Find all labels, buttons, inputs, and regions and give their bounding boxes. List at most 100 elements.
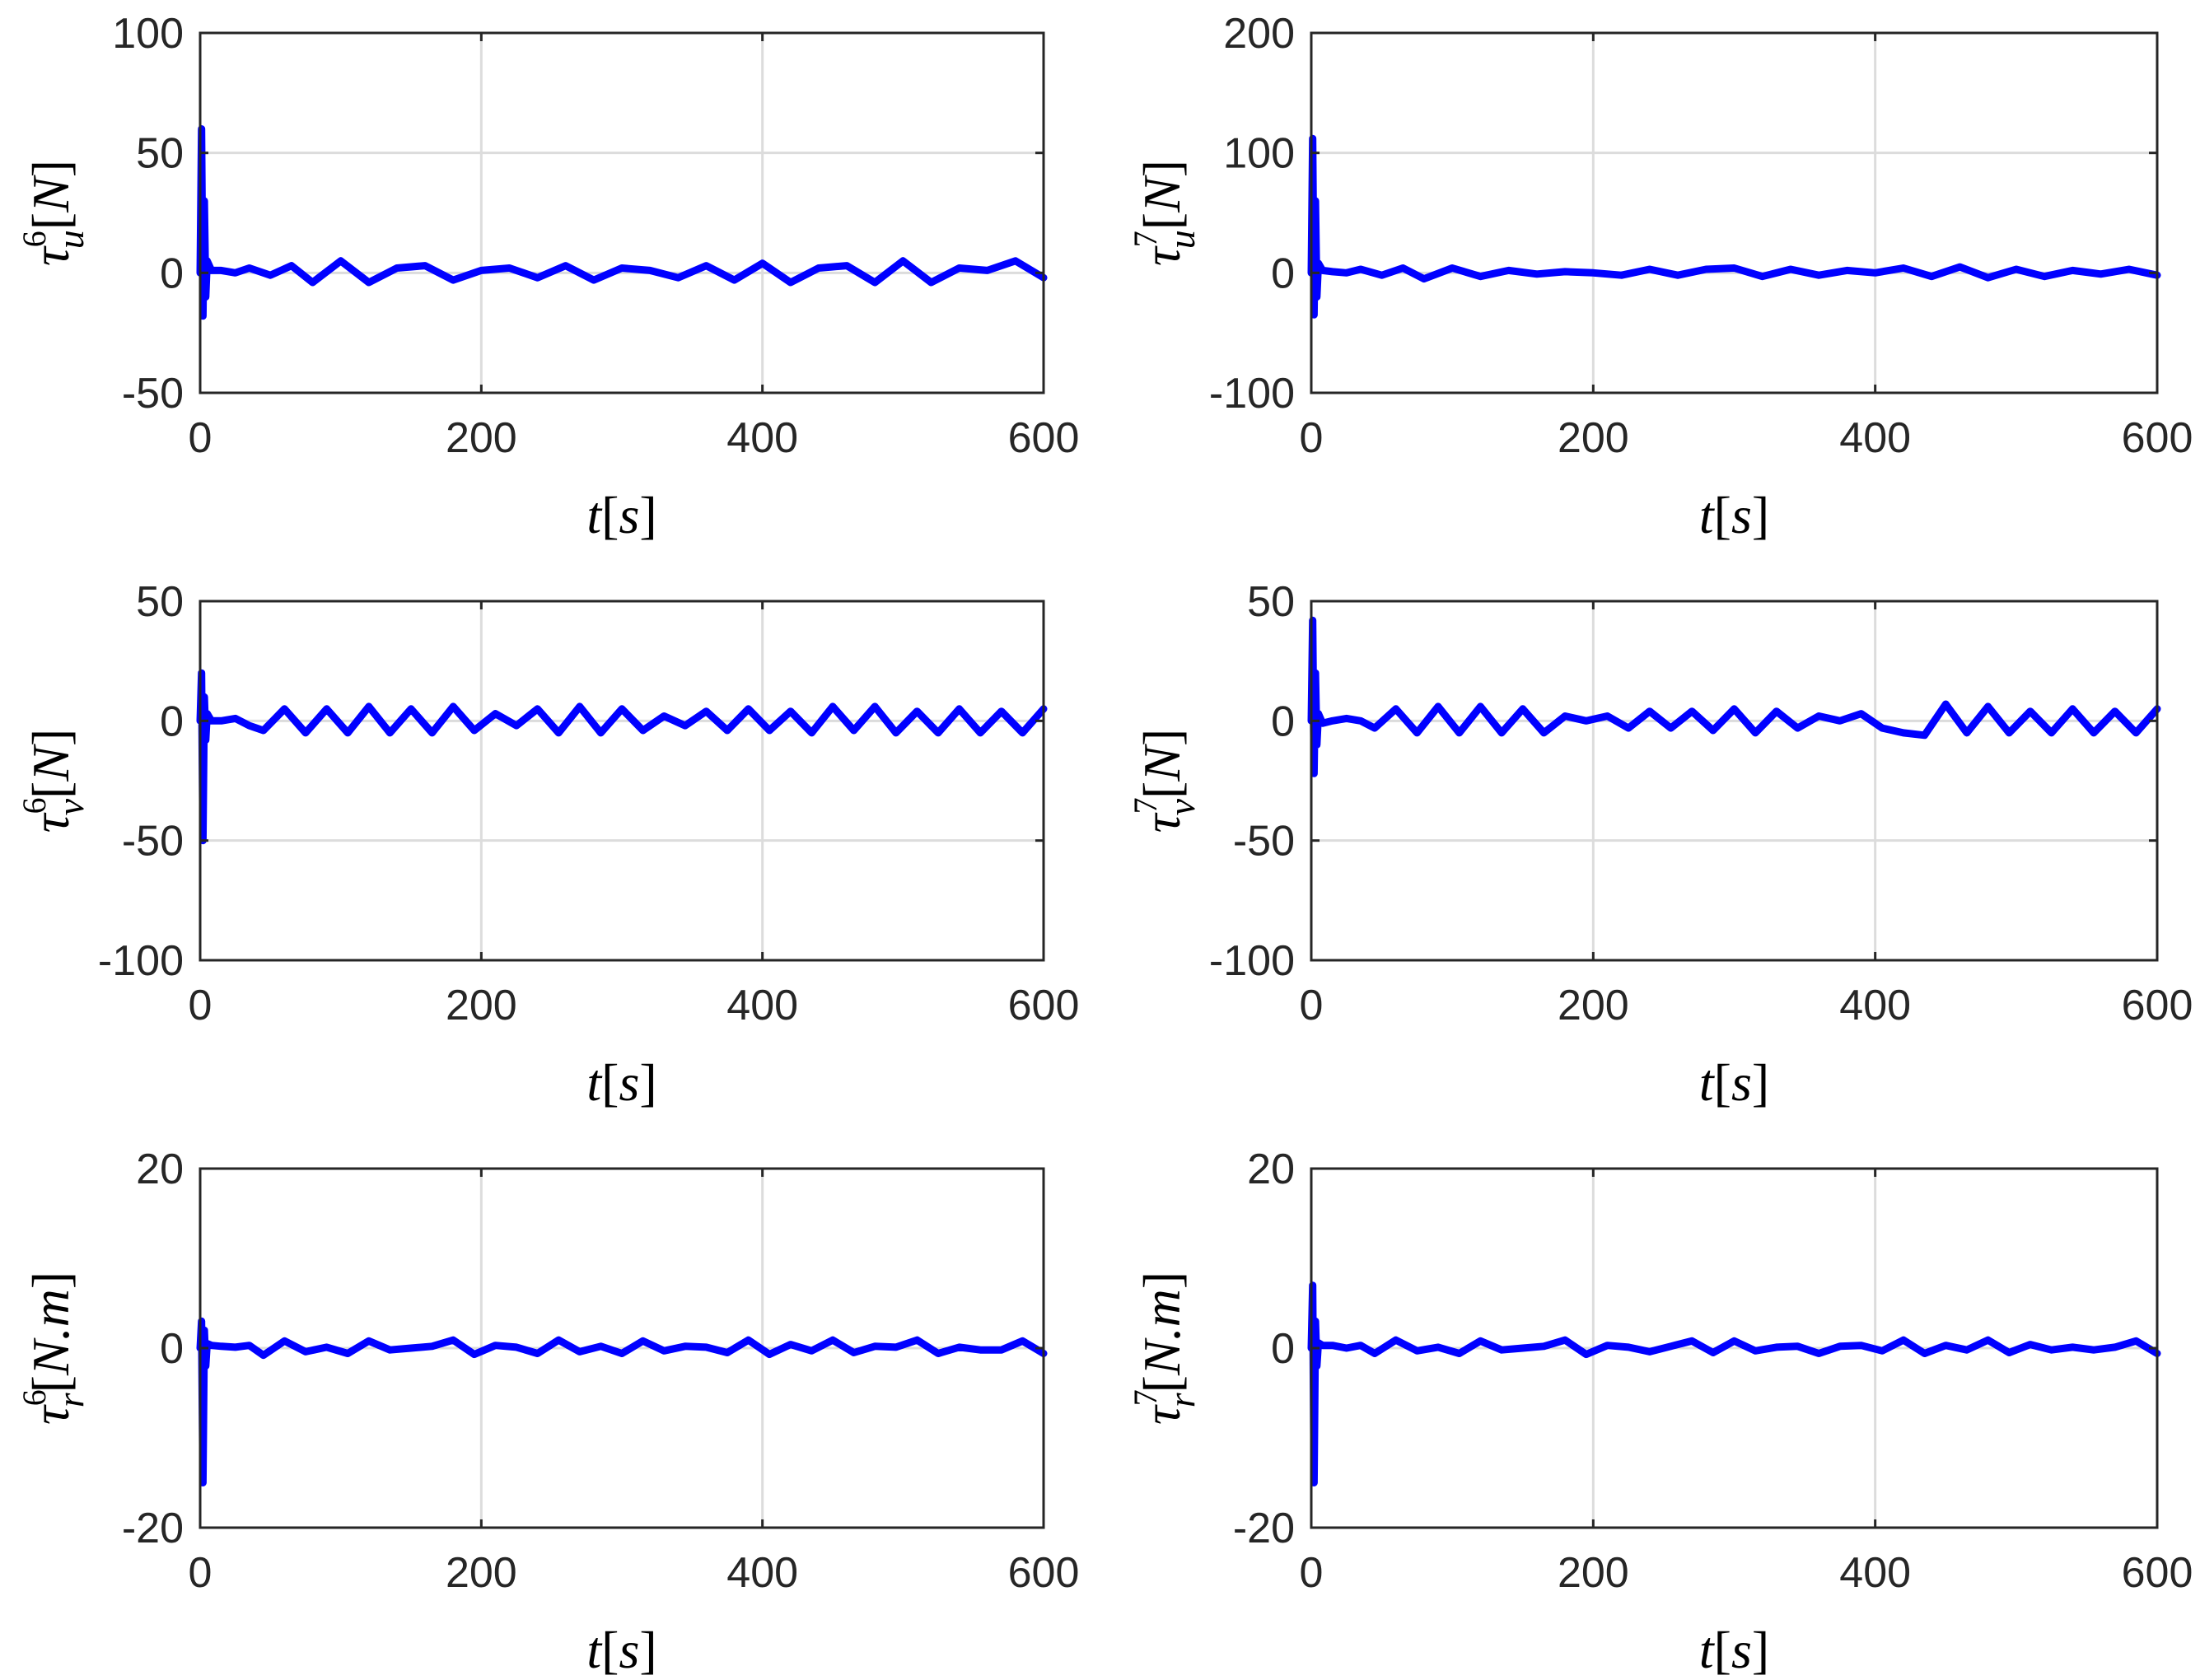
y-label-bracket-close: ]: [21, 1272, 80, 1289]
y-tick-label: 100: [1223, 130, 1295, 178]
y-label-bracket-close: ]: [21, 160, 80, 177]
y-tick-label: -20: [122, 1505, 184, 1552]
x-label-bracket-open: [: [601, 1053, 619, 1112]
y-tick-label: 0: [160, 698, 184, 745]
x-axis-label: t[s]: [586, 486, 656, 544]
y-label-superscript: 7: [1127, 797, 1164, 814]
y-tick-label: -50: [1233, 818, 1295, 866]
x-tick-label: 400: [1839, 1549, 1911, 1597]
y-label-unit: N: [1133, 175, 1191, 213]
x-tick-label: 400: [1839, 982, 1911, 1029]
x-axis-label: t[s]: [586, 1621, 656, 1679]
x-label-bracket-open: [: [601, 486, 619, 544]
y-tick-label: -100: [98, 937, 184, 985]
x-label-bracket-close: ]: [1752, 486, 1769, 544]
x-tick-label: 600: [1008, 414, 1080, 462]
y-label-unit: N: [21, 175, 80, 213]
y-label-subscript: r: [49, 1392, 91, 1407]
x-axis-label: t[s]: [1699, 1053, 1769, 1112]
x-tick-label: 0: [1300, 982, 1324, 1029]
x-label-var: t: [1699, 486, 1716, 544]
y-axis-label: τ7v[N]: [1127, 729, 1203, 833]
x-tick-label: 200: [1558, 414, 1629, 462]
axes-box: [199, 31, 1045, 394]
y-label-subscript: v: [49, 798, 91, 815]
x-label-unit: s: [1731, 1621, 1752, 1679]
y-tick-label: 20: [136, 1146, 184, 1193]
x-tick-label: 400: [726, 982, 798, 1029]
y-label-symbol: τ: [21, 245, 80, 266]
x-label-var: t: [1699, 1053, 1716, 1112]
y-axis-label: τ6u[N]: [16, 160, 91, 266]
series-line: [196, 125, 1048, 320]
y-label-bracket-open: [: [1133, 782, 1191, 799]
x-label-bracket-open: [: [1714, 1053, 1731, 1112]
y-label-subscript: v: [1161, 798, 1203, 815]
y-label-unit: N: [21, 744, 80, 782]
series-line: [1307, 134, 2161, 319]
plot-area: [1311, 33, 2157, 393]
x-label-unit: s: [1731, 1053, 1752, 1112]
y-label-superscript: 6: [16, 797, 53, 814]
y-label-symbol: τ: [21, 1404, 80, 1425]
y-label-subscript: u: [1161, 230, 1203, 249]
x-axis-label: t[s]: [586, 1053, 656, 1112]
x-label-bracket-close: ]: [639, 486, 656, 544]
panel-middle-right: 0 200 400 600 -100 -50 0 50 t[s] τ7v[N]: [1127, 578, 2193, 1112]
x-label-bracket-open: [: [1714, 1621, 1731, 1679]
x-tick-label: 600: [2122, 982, 2193, 1029]
y-axis-label: τ7u[N]: [1127, 160, 1203, 266]
y-tick-label: 0: [1271, 1325, 1295, 1373]
x-label-var: t: [586, 1621, 603, 1679]
x-tick-label: 600: [1008, 982, 1080, 1029]
y-tick-label: 50: [136, 578, 184, 626]
series-line: [1307, 1281, 2161, 1486]
x-axis-label: t[s]: [1699, 1621, 1769, 1679]
y-tick-label: 20: [1247, 1146, 1295, 1193]
plot-area: [200, 601, 1044, 960]
x-tick-label: 200: [1558, 982, 1629, 1029]
x-label-var: t: [1699, 1621, 1716, 1679]
y-tick-label: 0: [1271, 250, 1295, 297]
y-label-bracket-open: [: [21, 1375, 80, 1393]
x-label-bracket-close: ]: [639, 1621, 656, 1679]
y-tick-label: -100: [1209, 937, 1295, 985]
x-tick-label: 0: [189, 1549, 213, 1597]
x-tick-label: 200: [446, 1549, 517, 1597]
x-tick-label: 400: [1839, 414, 1911, 462]
x-tick-label: 0: [189, 414, 213, 462]
x-axis-label: t[s]: [1699, 486, 1769, 544]
y-label-bracket-close: ]: [1133, 160, 1191, 177]
y-label-superscript: 7: [1127, 231, 1164, 247]
y-axis-label: τ6r[N.m]: [16, 1272, 91, 1425]
plot-area: [200, 33, 1044, 393]
y-label-bracket-close: ]: [1133, 1272, 1191, 1289]
y-tick-label: 0: [1271, 698, 1295, 745]
y-tick-label: -50: [122, 818, 184, 866]
x-label-bracket-open: [: [1714, 486, 1731, 544]
y-label-superscript: 7: [1127, 1389, 1164, 1406]
y-tick-label: 50: [1247, 578, 1295, 626]
y-label-superscript: 6: [16, 231, 53, 247]
y-label-symbol: τ: [1133, 245, 1191, 266]
x-tick-label: 200: [446, 982, 517, 1029]
x-tick-label: 0: [1300, 414, 1324, 462]
y-axis-label: τ6v[N]: [16, 729, 91, 833]
y-label-symbol: τ: [21, 812, 80, 833]
x-tick-label: 600: [1008, 1549, 1080, 1597]
x-tick-label: 600: [2122, 1549, 2193, 1597]
x-label-var: t: [586, 486, 603, 544]
x-label-bracket-close: ]: [639, 1053, 656, 1112]
x-label-bracket-open: [: [601, 1621, 619, 1679]
y-label-bracket-open: [: [21, 212, 80, 230]
series-line: [196, 1317, 1048, 1486]
x-tick-label: 200: [446, 414, 517, 462]
y-label-unit: N: [1133, 744, 1191, 782]
y-label-bracket-open: [: [1133, 1375, 1191, 1393]
